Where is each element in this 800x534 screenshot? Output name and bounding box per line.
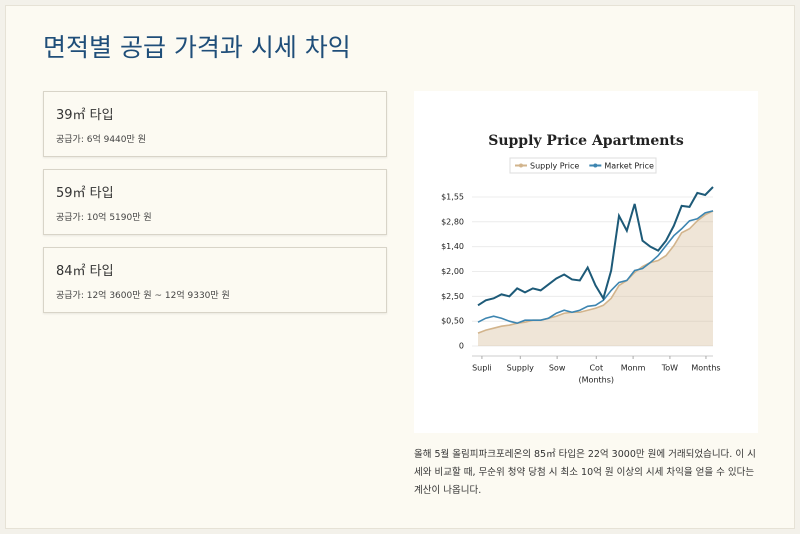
- x-tick-label: Supli: [472, 364, 492, 373]
- legend-swatch: [593, 163, 598, 168]
- y-tick-label: $0,50: [441, 317, 464, 326]
- y-tick-label: 0: [459, 342, 464, 351]
- y-tick-label: $2,80: [441, 217, 464, 226]
- area: [478, 210, 713, 347]
- card: 59㎡ 타입 공급가: 10억 5190만 원: [43, 169, 387, 235]
- x-tick-label: Cot: [589, 364, 603, 373]
- card-price: 공급가: 10억 5190만 원: [56, 213, 152, 223]
- x-axis-label: (Months): [579, 376, 614, 385]
- card: 84㎡ 타입 공급가: 12억 3600만 원 ~ 12억 9330만 원: [43, 247, 387, 313]
- x-tick-label: Sow: [549, 364, 566, 373]
- chart: Supply Price Apartments 0 $0,50 $2,50 $2,00…: [441, 133, 720, 385]
- line: [477, 210, 714, 325]
- x-tick-label: ToW: [661, 364, 678, 373]
- description: 올해 5월 올림피파크포레온의 85㎡ 타입은 22억 3000만 원에 거래되…: [414, 449, 756, 496]
- legend-label: Supply Price: [530, 162, 579, 171]
- line: [477, 186, 714, 307]
- card-title: 59㎡ 타입: [56, 186, 114, 201]
- chart-panel: Supply Price Apartments 0 $0,50 $2,50 $2,00…: [414, 91, 758, 433]
- y-tick-label: $2,50: [441, 292, 464, 301]
- x-tick-label: Monm: [621, 364, 646, 373]
- legend-swatch: [519, 163, 523, 168]
- y-tick-label: $1,55: [441, 192, 464, 201]
- legend-label: Market Price: [604, 162, 654, 171]
- y-tick-label: $2,00: [441, 267, 464, 276]
- chart-title: Supply Price Apartments: [488, 133, 684, 149]
- card-title: 39㎡ 타입: [56, 108, 114, 123]
- x-tick-label: Months: [691, 364, 720, 373]
- card-price: 공급가: 12억 3600만 원 ~ 12억 9330만 원: [56, 291, 230, 301]
- card-title: 84㎡ 타입: [56, 264, 114, 279]
- card-price: 공급가: 6억 9440만 원: [56, 135, 146, 145]
- legend-box: [509, 157, 657, 174]
- y-tick-label: $1,40: [441, 242, 464, 251]
- card: 39㎡ 타입 공급가: 6억 9440만 원: [43, 91, 387, 157]
- page: 면적별 공급 가격과 시세 차익 39㎡ 타입 공급가: 6억 9440만 원 …: [5, 5, 795, 529]
- page-title: 면적별 공급 가격과 시세 차익: [43, 33, 351, 62]
- x-tick-label: Supply: [507, 364, 535, 373]
